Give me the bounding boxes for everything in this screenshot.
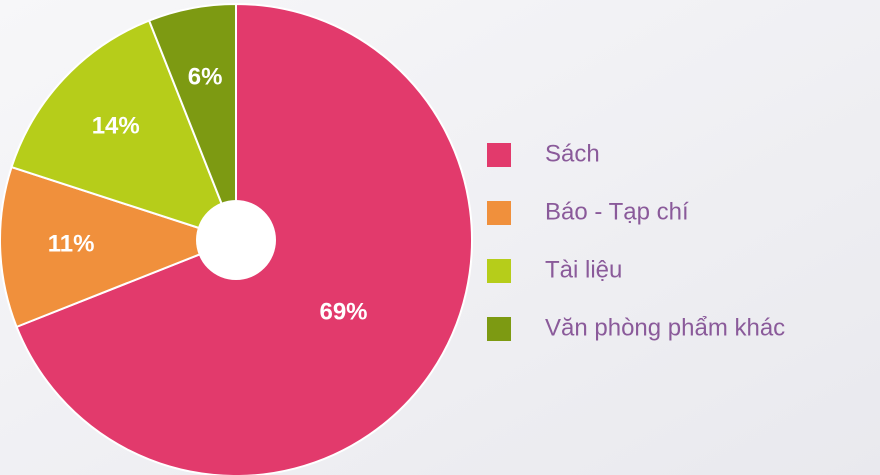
- legend-swatch: [487, 143, 511, 167]
- pie: 69% 11% 14% 6%: [0, 2, 473, 475]
- legend-label: Tài liệu: [545, 256, 622, 283]
- pie-slice: [0, 165, 239, 329]
- legend-swatch: [487, 259, 511, 283]
- data-label: 6%: [188, 63, 223, 90]
- donut-hole: [196, 200, 276, 280]
- pie-slice: [147, 2, 237, 241]
- legend-label: Văn phòng phẩm khác: [545, 314, 785, 341]
- legend-swatch: [487, 317, 511, 341]
- pie-slice: [10, 19, 238, 242]
- legend: Sách Báo - Tạp chí Tài liệu Văn phòng phẩm …: [487, 140, 785, 341]
- legend-label: Báo - Tạp chí: [545, 198, 689, 225]
- legend-label: Sách: [545, 140, 600, 167]
- data-label: 11%: [48, 231, 95, 258]
- legend-swatch: [487, 201, 511, 225]
- data-label: 69%: [319, 298, 367, 325]
- data-label: 14%: [92, 112, 140, 139]
